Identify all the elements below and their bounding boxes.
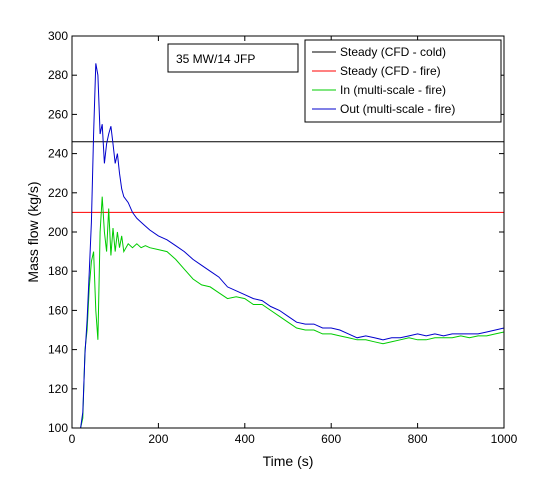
y-tick-label: 160 — [48, 303, 68, 317]
legend-label: Out (multi-scale - fire) — [340, 102, 455, 116]
y-tick-label: 300 — [48, 29, 68, 43]
y-tick-label: 120 — [48, 382, 68, 396]
y-tick-label: 240 — [48, 147, 68, 161]
y-tick-label: 280 — [48, 68, 68, 82]
y-tick-label: 220 — [48, 186, 68, 200]
legend-label: Steady (CFD - fire) — [340, 64, 441, 78]
legend: Steady (CFD - cold) Steady (CFD - fire) In… — [304, 39, 502, 123]
y-tick-label: 180 — [48, 264, 68, 278]
x-tick-label: 200 — [148, 432, 168, 446]
x-tick-label: 800 — [408, 432, 428, 446]
annotation-frame — [167, 43, 299, 73]
legend-label: Steady (CFD - cold) — [340, 45, 446, 59]
x-tick-label: 600 — [321, 432, 341, 446]
plot-lines — [72, 63, 505, 429]
x-tick-label: 1000 — [491, 432, 518, 446]
series-line-3 — [80, 196, 505, 429]
x-tick-label: 400 — [235, 432, 255, 446]
series-line-4 — [80, 63, 505, 429]
x-axis-label: Time (s) — [263, 453, 314, 469]
y-tick-label: 100 — [48, 421, 68, 435]
legend-frame — [304, 39, 502, 123]
y-axis-label: Mass flow (kg/s) — [25, 181, 41, 282]
x-tick-label: 0 — [69, 432, 76, 446]
y-tick-label: 140 — [48, 343, 68, 357]
annotation-box: 35 MW/14 JFP — [167, 43, 299, 73]
y-tick-label: 260 — [48, 107, 68, 121]
y-tick-label: 200 — [48, 225, 68, 239]
annotation-text: 35 MW/14 JFP — [176, 52, 255, 66]
legend-label: In (multi-scale - fire) — [340, 83, 446, 97]
axis-ticks: 0 200 400 600 800 1000 100 120 140 160 180 200 220 24… — [48, 29, 518, 446]
